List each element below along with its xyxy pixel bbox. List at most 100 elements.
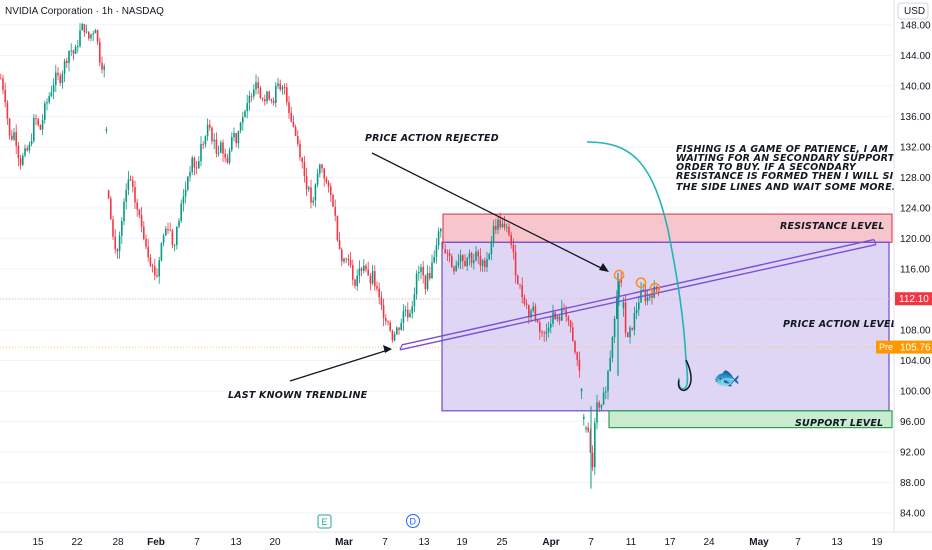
candle-body [466,257,468,267]
x-tick-label: 25 [496,537,508,548]
x-tick-label: Apr [542,537,559,548]
candle-body [158,260,160,277]
candle-body [523,297,526,304]
fishing-note-line: THE SIDE LINES AND WAIT SOME MORE. [676,182,896,193]
candle-body [484,260,486,268]
currency-box[interactable] [897,2,929,20]
dividend-marker[interactable]: D [406,514,420,528]
candle-body [180,203,182,221]
candle-body [459,255,462,262]
candle-body [600,404,603,408]
x-tick-label: 17 [664,537,676,548]
candle-body [327,182,330,187]
candle-body [424,275,427,290]
candlestick-series [0,22,660,489]
candle-body [363,265,365,271]
candle-body [248,95,251,104]
candle-body [607,371,609,392]
candle-body [352,265,354,280]
candle-body [116,249,119,252]
candle-body [191,157,193,173]
candle-body [200,144,202,162]
candle-body [420,267,422,272]
last-known-trendline-label: LAST KNOWN TRENDLINE [228,390,368,401]
price-axis[interactable]: 84.00 88.00 92.00 96.00 100.00 104.00 108.00 11… [900,21,931,520]
earnings-marker[interactable]: E [317,514,332,529]
candle-body [308,187,310,190]
candle-body [393,334,396,341]
support-zone[interactable] [608,410,893,429]
candle-body [411,306,413,314]
candle-body [30,141,33,145]
chart-title: NVIDIA Corporation · 1h · NASDAQ [5,6,164,17]
candle-body [83,24,86,33]
candle-body [479,256,482,266]
candle-body [591,452,594,468]
candle-body [4,89,6,103]
candle-body [55,72,57,85]
y-tick-label: 100.00 [900,387,931,398]
candle-body [374,271,376,287]
price-action-zone[interactable] [441,241,890,412]
candle-body [319,164,321,174]
candle-body [642,289,644,291]
candle-body [11,135,13,140]
candle-body [68,51,70,64]
candle-body [446,252,449,254]
candle-body [426,273,429,290]
last-price-value: 112.10 [899,294,929,305]
candle-body [569,320,572,328]
candle-body [301,157,303,163]
candle-body [279,83,281,90]
candle-body [380,297,383,306]
x-tick-label: Mar [335,537,353,548]
candle-body [347,259,350,261]
candle-body [121,221,123,236]
candle-body [624,302,627,333]
candle-body [587,427,589,432]
candle-body [187,176,189,190]
candle-body [132,180,134,187]
candle-body [235,132,237,144]
candle-body [37,118,39,126]
candle-body [255,82,257,90]
candle-body [400,322,402,330]
candle-body [176,226,178,245]
y-tick-label: 84.00 [900,509,925,520]
candle-body [618,281,620,298]
candle-body [470,253,473,264]
candle-body [94,30,97,34]
candle-body [57,72,59,76]
candle-body [288,102,290,113]
candle-body [41,120,44,130]
candle-body [473,260,475,264]
candle-body [167,228,169,231]
candle-body [631,327,633,330]
candle-body [310,187,312,203]
fishing-line-hook [586,141,689,390]
rejection-markers [613,269,661,294]
trendline-channel[interactable] [399,238,877,351]
candle-body [519,284,521,286]
y-tick-label: 128.00 [900,173,931,184]
candle-body [24,148,26,156]
candle-body [440,228,442,232]
last-price-badge [895,292,932,306]
candle-body [290,112,292,122]
candle-body [46,102,48,104]
candle-body [114,236,116,250]
candle-body [292,121,295,127]
candle-body [437,231,440,246]
candle-body [422,267,424,276]
candle-body [233,132,235,138]
time-axis[interactable]: 15 22 28 Feb 7 13 20 Mar 7 13 19 25 Apr 7 11 17 24 May 7 13… [32,537,883,548]
x-tick-label: 20 [269,537,281,548]
candle-body [259,88,262,99]
candle-body [151,265,154,267]
y-tick-label: 144.00 [900,51,931,62]
candle-body [629,327,631,338]
candle-body [211,127,213,142]
x-tick-label: 28 [112,537,124,548]
candle-body [165,228,167,236]
